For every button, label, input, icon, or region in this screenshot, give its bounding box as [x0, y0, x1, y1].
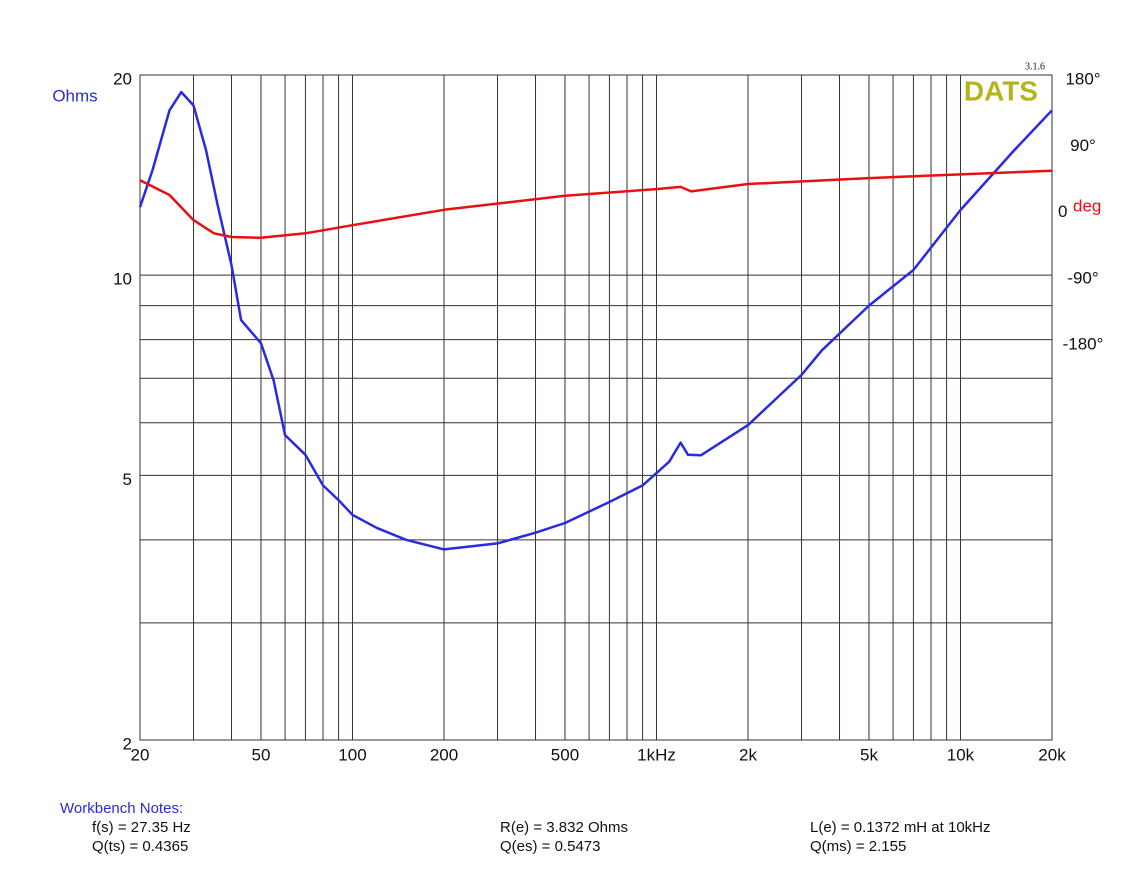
series-line [139, 169, 1053, 240]
y-tick-label: 5 [123, 470, 132, 489]
y-tick-label: 20 [113, 69, 132, 88]
note: f(s) = 27.35 Hz [92, 819, 191, 836]
note: Q(ms) = 2.155 [810, 838, 907, 855]
notes-title: Workbench Notes: [60, 800, 184, 817]
y2-tick-label: 0 [1058, 202, 1067, 221]
y-tick-label: 2 [123, 734, 132, 753]
x-tick-label: 20k [1038, 745, 1066, 764]
x-tick-label: 10k [947, 745, 975, 764]
plot-frame [139, 74, 1053, 741]
x-tick-label: 200 [430, 745, 458, 764]
note: Q(es) = 0.5473 [500, 838, 601, 855]
y2-tick-label: -180° [1063, 335, 1104, 354]
note: R(e) = 3.832 Ohms [500, 819, 628, 836]
x-tick-label: 1kHz [637, 745, 676, 764]
series-line [138, 90, 1053, 551]
x-tick-label: 50 [252, 745, 271, 764]
chart: Ohms deg DATS 3.1.6 20 50 100 200 500 1kHz 2k 5… [52, 61, 1104, 764]
logo: DATS [964, 75, 1038, 106]
version: 3.1.6 [1025, 61, 1045, 72]
y2-tick-label: 90° [1070, 136, 1096, 155]
x-tick-label: 5k [860, 745, 878, 764]
y2-tick-label: 180° [1065, 69, 1100, 88]
y2-axis-unit: deg [1073, 196, 1101, 215]
y2-tick-label: -90° [1067, 268, 1098, 287]
note: Q(ts) = 0.4365 [92, 838, 189, 855]
x-tick-label: 2k [739, 745, 757, 764]
x-tick-label: 100 [338, 745, 366, 764]
y-tick-label: 10 [113, 270, 132, 289]
note: L(e) = 0.1372 mH at 10kHz [810, 819, 991, 836]
x-tick-label: 20 [131, 745, 150, 764]
y-axis-label: Ohms [52, 86, 97, 105]
x-tick-label: 500 [551, 745, 579, 764]
